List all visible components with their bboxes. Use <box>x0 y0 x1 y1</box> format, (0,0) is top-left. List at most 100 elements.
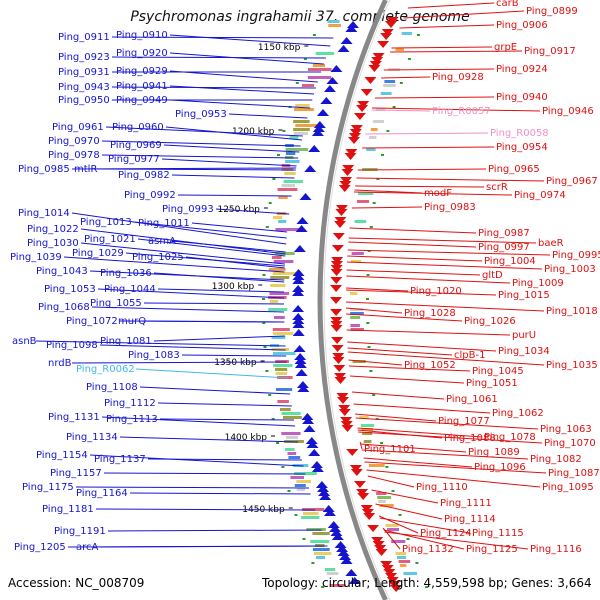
right-strand-arrow <box>371 57 384 64</box>
gene-label-right: Ping_0967 <box>546 176 598 187</box>
right-strand-arrow <box>385 573 398 580</box>
right-strand-arrow <box>330 297 342 304</box>
gene-label-right: Ping_0899 <box>526 6 578 17</box>
gene-leader-right <box>346 313 463 322</box>
feature-block <box>270 276 290 279</box>
gene-leader-right <box>391 46 493 49</box>
feature-block <box>358 192 374 195</box>
gene-label-left: Ping_1021 <box>84 234 136 245</box>
gene-label-left: Ping_1011 <box>138 218 190 229</box>
right-strand-arrow <box>364 77 377 84</box>
gene-label-right: Ping_1003 <box>544 264 596 275</box>
gene-label-left: Ping_0993 <box>162 204 214 215</box>
right-strand-arrow <box>380 33 393 40</box>
feature-block <box>400 564 407 567</box>
gene-leader-right <box>347 255 483 262</box>
gene-label-left: Ping_0950 <box>58 95 110 106</box>
gene-label-left: Ping_1068 <box>38 302 90 313</box>
page-title: Psychromonas ingrahamii 37, complete gen… <box>130 9 470 25</box>
right-strand-arrow <box>339 181 352 188</box>
gene-label-left: Ping_0969 <box>110 140 162 151</box>
tick-dot <box>311 562 315 564</box>
gene-leader-left <box>169 99 311 109</box>
gene-leader-left <box>169 85 315 95</box>
gene-leader-right <box>360 443 467 453</box>
gene-label-left: Ping_0970 <box>48 136 100 147</box>
gene-leader-left <box>157 402 292 407</box>
gene-leader-right <box>367 475 415 488</box>
tick-dot <box>380 442 384 444</box>
left-strand-arrow <box>337 45 350 52</box>
gene-label-left: Ping_1154 <box>36 450 88 461</box>
tick-dot <box>312 34 316 36</box>
gene-label-right: Ping_1051 <box>466 378 518 389</box>
left-strand-arrow <box>306 441 319 448</box>
gene-leader-right <box>351 206 423 209</box>
left-strand-arrow <box>296 381 309 388</box>
left-strand-arrow <box>294 353 307 360</box>
gene-leader-left <box>75 486 310 489</box>
gene-leader-left <box>97 288 285 299</box>
gene-leader-right <box>346 289 497 296</box>
gene-label-left: Ping_0949 <box>116 95 168 106</box>
gene-label-right: Ping_0906 <box>496 20 548 31</box>
tick-dot <box>366 274 370 276</box>
gene-label-right: Ping_1115 <box>472 528 524 539</box>
gene-label-right: Ping_1089 <box>468 447 520 458</box>
tick-dot <box>321 586 325 588</box>
feature-block <box>272 328 290 331</box>
left-strand-arrow <box>292 321 305 328</box>
gene-leader-right <box>357 427 483 438</box>
right-strand-arrow <box>330 265 343 272</box>
left-strand-arrow <box>313 121 326 128</box>
feature-block <box>296 480 311 483</box>
left-strand-arrow <box>315 481 328 488</box>
gene-leader-right <box>371 489 439 504</box>
feature-block <box>315 544 325 547</box>
left-strand-arrow <box>311 129 324 136</box>
feature-block <box>361 428 374 431</box>
gene-leader-left <box>163 144 300 153</box>
gene-leader-left <box>103 472 306 475</box>
gene-label-left: Ping_1181 <box>42 504 94 515</box>
feature-block <box>306 528 326 531</box>
gene-label-left: Ping_1131 <box>48 412 100 423</box>
feature-block <box>354 220 367 223</box>
right-strand-arrow <box>386 577 399 584</box>
gene-leader-right <box>354 189 423 194</box>
gene-leader-right <box>347 351 545 366</box>
tick-label: 1200 kbp <box>232 127 275 137</box>
gene-leader-right <box>356 177 545 182</box>
right-strand-arrow <box>372 53 385 60</box>
gene-leader-right <box>383 68 495 71</box>
gene-leader-left <box>111 86 316 89</box>
tick-dot <box>392 106 396 108</box>
gene-leader-left <box>153 335 285 342</box>
feature-block <box>272 216 283 219</box>
feature-block <box>329 584 346 587</box>
feature-block <box>285 448 295 451</box>
left-strand-arrow <box>320 97 333 104</box>
right-strand-arrow <box>330 325 343 332</box>
gene-label-right: Ping_1095 <box>542 482 594 493</box>
right-strand-arrow <box>386 17 399 24</box>
gene-leader-right <box>364 461 547 474</box>
feature-block <box>275 360 289 363</box>
feature-block <box>284 172 296 175</box>
feature-block <box>277 400 289 403</box>
right-strand-arrow <box>334 373 347 380</box>
gene-label-left: Ping_1098 <box>46 340 98 351</box>
feature-block <box>395 48 404 51</box>
left-strand-arrow <box>301 413 314 420</box>
gene-label-right: Ping_0987 <box>478 228 530 239</box>
left-strand-arrow <box>347 21 360 28</box>
gene-label-right: scrR <box>486 182 508 193</box>
left-strand-arrow <box>323 509 336 516</box>
right-strand-arrow <box>348 133 361 140</box>
gene-label-right: Ping_1061 <box>446 394 498 405</box>
genome-backbone <box>317 0 388 600</box>
gene-label-right: Ping_1035 <box>546 360 598 371</box>
tick-dot <box>369 226 373 228</box>
gene-label-right: Ping_1124 <box>420 528 472 539</box>
